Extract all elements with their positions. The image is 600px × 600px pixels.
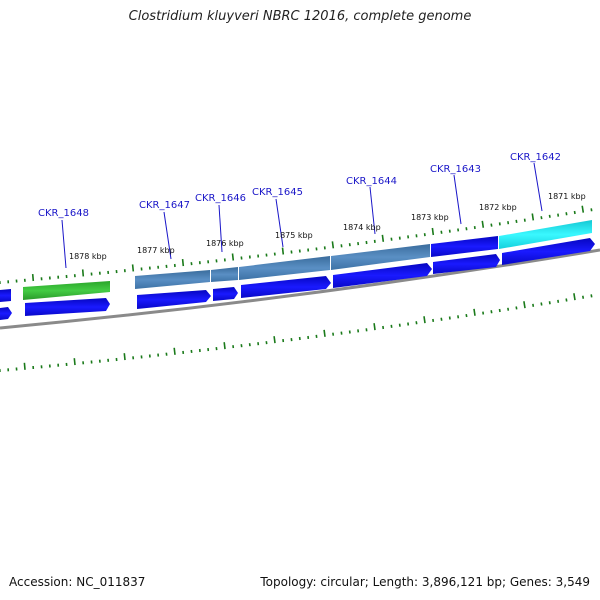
major-tick (431, 227, 435, 236)
major-tick (581, 205, 585, 213)
gene-label-ckr-1643[interactable]: CKR_1643 (430, 164, 481, 175)
cds-arrow[interactable] (137, 290, 211, 309)
major-tick (231, 253, 235, 261)
gene-ckr-1643-block[interactable] (431, 236, 498, 257)
gene-ckr-1645-block[interactable] (239, 256, 330, 280)
major-tick (531, 213, 535, 221)
cds-arrow[interactable] (25, 298, 110, 316)
gene-label-ckr-1646[interactable]: CKR_1646 (195, 193, 246, 204)
major-tick (481, 220, 485, 228)
major-tick (73, 358, 76, 366)
leader-ckr-1645 (275, 198, 284, 248)
leader-ckr-1647 (163, 211, 172, 260)
major-tick (331, 241, 335, 249)
gene-ckr-1647-block[interactable] (135, 270, 210, 289)
minor-tick (565, 212, 568, 216)
gene-track (0, 220, 592, 302)
gene-left-partial-block[interactable] (0, 289, 11, 302)
cds-arrow[interactable] (213, 287, 238, 301)
major-tick (381, 234, 385, 242)
minor-tick (490, 223, 493, 227)
gene-label-ckr-1647[interactable]: CKR_1647 (139, 200, 190, 211)
gene-label-ckr-1644[interactable]: CKR_1644 (346, 176, 397, 187)
gene-leader-lines (61, 162, 543, 269)
minor-tick (498, 308, 501, 313)
major-tick (131, 264, 135, 272)
major-tick (373, 323, 376, 331)
gene-label-ckr-1648[interactable]: CKR_1648 (38, 208, 89, 219)
major-tick (573, 293, 576, 301)
gene-label-ckr-1642[interactable]: CKR_1642 (510, 152, 561, 163)
minor-tick (590, 294, 593, 298)
major-tick (181, 259, 185, 267)
major-tick (473, 308, 476, 316)
ruler-labels: 1878 kbp 1877 kbp 1876 kbp 1875 kbp 1874… (69, 192, 586, 261)
accession-text: Accession: NC_011837 (9, 575, 146, 589)
minor-tick (465, 313, 468, 318)
major-tick (323, 329, 326, 337)
minor-tick (540, 302, 543, 306)
minor-tick (565, 298, 568, 302)
minor-tick (440, 317, 443, 321)
cds-arrow[interactable] (0, 307, 12, 320)
gene-label-ckr-1645[interactable]: CKR_1645 (252, 187, 303, 198)
major-tick (31, 274, 35, 282)
minor-tick (540, 216, 543, 220)
ruler-label-1874: 1874 kbp (343, 223, 381, 232)
gene-ckr-1642-block[interactable] (499, 220, 592, 249)
cds-arrow[interactable] (333, 263, 432, 288)
leader-ckr-1646 (218, 204, 223, 253)
minor-tick (590, 208, 593, 212)
major-tick (23, 362, 26, 370)
ruler-label-1872: 1872 kbp (479, 203, 517, 212)
major-tick (173, 347, 176, 355)
minor-tick (573, 210, 576, 215)
leader-ckr-1644 (369, 186, 376, 235)
inner-tick-ring (0, 293, 593, 372)
minor-tick (548, 301, 551, 305)
ruler-label-1876: 1876 kbp (206, 239, 244, 248)
minor-tick (515, 306, 518, 310)
gene-ckr-1644-block[interactable] (331, 244, 430, 270)
major-tick (523, 301, 526, 309)
major-tick (281, 247, 285, 255)
minor-tick (515, 219, 518, 224)
ruler-label-1878: 1878 kbp (69, 252, 107, 261)
genome-backbone (0, 248, 600, 330)
major-tick (223, 342, 226, 350)
major-tick (423, 316, 426, 324)
gene-ckr-1646-block[interactable] (211, 267, 238, 282)
topology-text: Topology: circular; Length: 3,896,121 bp… (260, 575, 590, 589)
cds-strand-track (0, 238, 595, 320)
outer-tick-ring (0, 205, 593, 284)
leader-ckr-1642 (533, 162, 543, 212)
minor-tick (440, 230, 443, 234)
cds-arrow[interactable] (433, 254, 500, 274)
minor-tick (415, 321, 418, 325)
ruler-label-1873: 1873 kbp (411, 213, 449, 222)
map-title: Clostridium kluyveri NBRC 12016, complet… (128, 9, 472, 24)
major-tick (123, 353, 126, 361)
ruler-label-1877: 1877 kbp (137, 246, 175, 255)
major-tick (273, 336, 276, 344)
leader-ckr-1643 (453, 174, 462, 225)
minor-tick (465, 227, 468, 231)
ruler-label-1871: 1871 kbp (548, 192, 586, 201)
major-tick (81, 269, 85, 277)
minor-tick (490, 310, 493, 314)
ruler-label-1875: 1875 kbp (275, 231, 313, 240)
minor-tick (582, 295, 585, 299)
gene-labels: CKR_1648 CKR_1647 CKR_1646 CKR_1645 CKR_… (38, 152, 561, 219)
cds-arrow[interactable] (502, 238, 595, 265)
minor-tick (548, 214, 551, 218)
cds-arrow[interactable] (241, 276, 331, 298)
gene-ckr-1648-block[interactable] (23, 281, 110, 300)
leader-ckr-1648 (61, 219, 67, 269)
